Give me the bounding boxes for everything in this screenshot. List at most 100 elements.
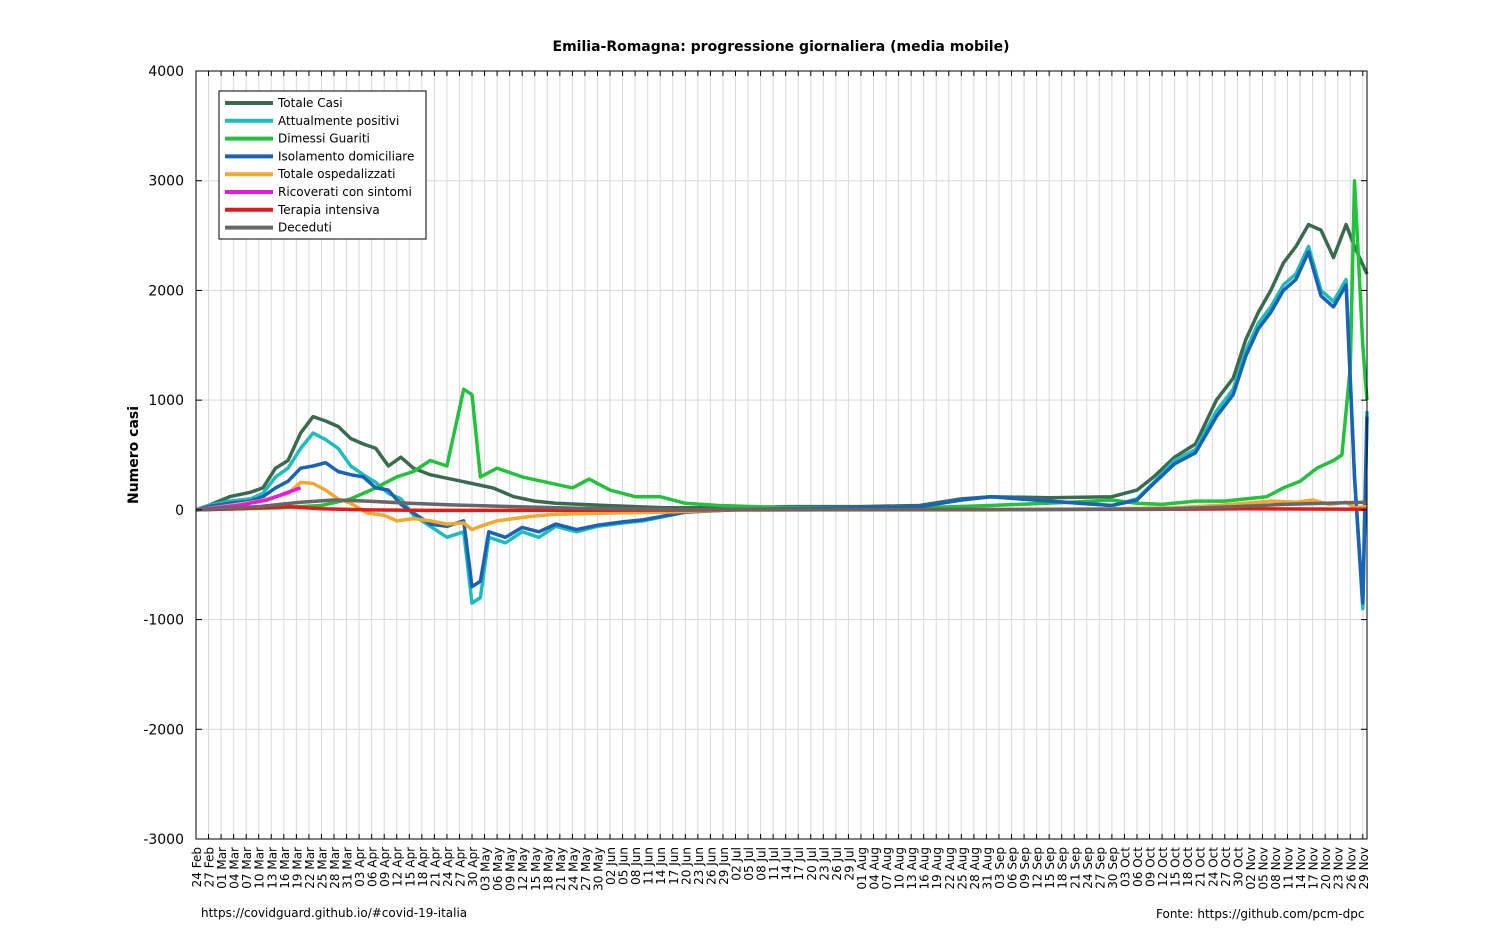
x-tick-label: 08 Nov: [1269, 847, 1283, 890]
legend-box: [218, 90, 427, 240]
y-axis-ticks: -3000 -2000 -1000 0 1000 2000 3000 4000: [143, 64, 1367, 848]
y-tick-label: 3000: [148, 174, 184, 190]
x-tick-label: 06 Oct: [1131, 847, 1145, 887]
x-tick-label: 12 Oct: [1156, 847, 1170, 887]
x-tick-label: 26 Jun: [704, 847, 718, 885]
x-tick-label: 07 Aug: [880, 847, 894, 890]
x-tick-label: 04 Aug: [868, 847, 882, 890]
x-tick-label: 27 Apr: [453, 847, 467, 887]
x-tick-label: 21 Apr: [428, 847, 442, 887]
chart-title: Emilia-Romagna: progressione giornaliera…: [553, 39, 1010, 55]
series-line-isolamento-domiciliare: [195, 250, 1369, 605]
x-tick-label: 19 Mar: [290, 847, 304, 889]
legend-label: Dimessi Guariti: [278, 132, 370, 146]
y-tick-label: -2000: [143, 722, 184, 738]
x-tick-label: 20 Jun: [679, 847, 693, 885]
x-tick-label: 05 Jun: [617, 847, 631, 885]
x-tick-label: 27 Oct: [1219, 847, 1233, 887]
x-tick-label: 04 Mar: [228, 847, 242, 889]
x-tick-label: 18 Sep: [1056, 847, 1070, 889]
y-tick-label: -1000: [143, 613, 184, 629]
x-tick-label: 21 May: [554, 847, 568, 891]
series-lines: [195, 178, 1369, 611]
y-tick-label: 4000: [148, 64, 184, 80]
x-tick-label: 18 Oct: [1181, 847, 1195, 887]
x-tick-label: 15 May: [529, 847, 543, 891]
legend-label: Terapia intensiva: [277, 203, 380, 217]
x-tick-label: 27 Sep: [1093, 847, 1107, 889]
x-tick-label: 18 May: [541, 847, 555, 891]
x-tick-label: 05 Jul: [742, 847, 756, 881]
x-tick-label: 03 Oct: [1118, 847, 1132, 887]
x-tick-label: 01 Mar: [215, 847, 229, 889]
x-tick-label: 22 Mar: [303, 847, 317, 889]
x-tick-label: 26 Jul: [830, 847, 844, 881]
x-tick-label: 28 Mar: [328, 847, 342, 889]
x-tick-label: 27 Feb: [203, 847, 217, 887]
x-tick-label: 12 May: [516, 847, 530, 891]
x-tick-label: 27 May: [579, 847, 593, 891]
x-tick-label: 16 Mar: [278, 847, 292, 889]
x-tick-label: 20 Nov: [1319, 847, 1333, 890]
legend-label: Ricoverati con sintomi: [278, 185, 412, 199]
x-tick-label: 12 Apr: [391, 847, 405, 887]
x-tick-label: 24 Feb: [190, 847, 204, 887]
x-tick-label: 20 Jul: [805, 847, 819, 881]
x-tick-label: 24 Apr: [441, 847, 455, 887]
x-tick-label: 29 Jun: [717, 847, 731, 885]
x-tick-label: 31 Mar: [341, 847, 355, 889]
x-tick-label: 17 Jul: [792, 847, 806, 881]
x-tick-label: 31 Aug: [980, 847, 994, 890]
x-tick-label: 06 Sep: [1006, 847, 1020, 889]
legend-label: Isolamento domiciliare: [278, 149, 414, 163]
y-tick-label: -3000: [143, 832, 184, 848]
x-tick-label: 15 Apr: [403, 847, 417, 887]
x-tick-label: 10 Mar: [253, 847, 267, 889]
x-tick-label: 30 Apr: [466, 847, 480, 887]
x-tick-label: 11 Jun: [642, 847, 656, 885]
y-tick-label: 1000: [148, 393, 184, 409]
x-tick-label: 17 Nov: [1307, 847, 1321, 890]
legend-label: Deceduti: [278, 221, 332, 235]
x-tick-label: 09 Oct: [1144, 847, 1158, 887]
x-tick-label: 22 Aug: [943, 847, 957, 890]
x-tick-label: 24 Sep: [1081, 847, 1095, 889]
legend-label: Totale ospedalizzati: [277, 167, 395, 181]
x-tick-label: 19 Aug: [930, 847, 944, 890]
x-tick-label: 30 Sep: [1106, 847, 1120, 889]
x-tick-label: 18 Apr: [416, 847, 430, 887]
x-tick-label: 10 Aug: [893, 847, 907, 890]
x-tick-label: 15 Sep: [1043, 847, 1057, 889]
x-tick-label: 17 Jun: [667, 847, 681, 885]
x-tick-label: 03 May: [479, 847, 493, 891]
x-tick-label: 03 Sep: [993, 847, 1007, 889]
x-tick-label: 08 Jun: [629, 847, 643, 885]
x-tick-label: 06 May: [491, 847, 505, 891]
x-tick-label: 14 Jul: [780, 847, 794, 881]
series-line-deceduti: [195, 498, 1368, 512]
x-tick-label: 09 May: [504, 847, 518, 891]
x-tick-label: 30 May: [591, 847, 605, 891]
x-tick-label: 24 Oct: [1206, 847, 1220, 887]
x-tick-label: 02 Nov: [1244, 847, 1258, 890]
x-tick-label: 23 Jun: [692, 847, 706, 885]
footer-source-url[interactable]: https://covidguard.github.io/#covid-19-i…: [201, 906, 468, 920]
x-tick-label: 21 Sep: [1068, 847, 1082, 889]
x-tick-label: 03 Apr: [353, 847, 367, 887]
x-tick-label: 13 Mar: [265, 847, 279, 889]
x-tick-label: 21 Oct: [1194, 847, 1208, 887]
x-tick-label: 07 Mar: [240, 847, 254, 889]
x-tick-label: 14 Nov: [1294, 847, 1308, 890]
x-tick-label: 15 Oct: [1169, 847, 1183, 887]
series-line-totale-ospedalizzati: [195, 480, 1368, 532]
footer-data-source[interactable]: Fonte: https://github.com/pcm-dpc: [1156, 907, 1365, 921]
x-tick-label: 13 Aug: [905, 847, 919, 890]
x-tick-label: 28 Aug: [968, 847, 982, 890]
legend-label: Attualmente positivi: [278, 114, 399, 128]
x-tick-label: 14 Jun: [654, 847, 668, 885]
y-axis-label: Numero casi: [126, 406, 142, 504]
x-tick-label: 11 Jul: [767, 847, 781, 881]
x-tick-label: 29 Jul: [842, 847, 856, 881]
x-tick-label: 25 Aug: [955, 847, 969, 890]
